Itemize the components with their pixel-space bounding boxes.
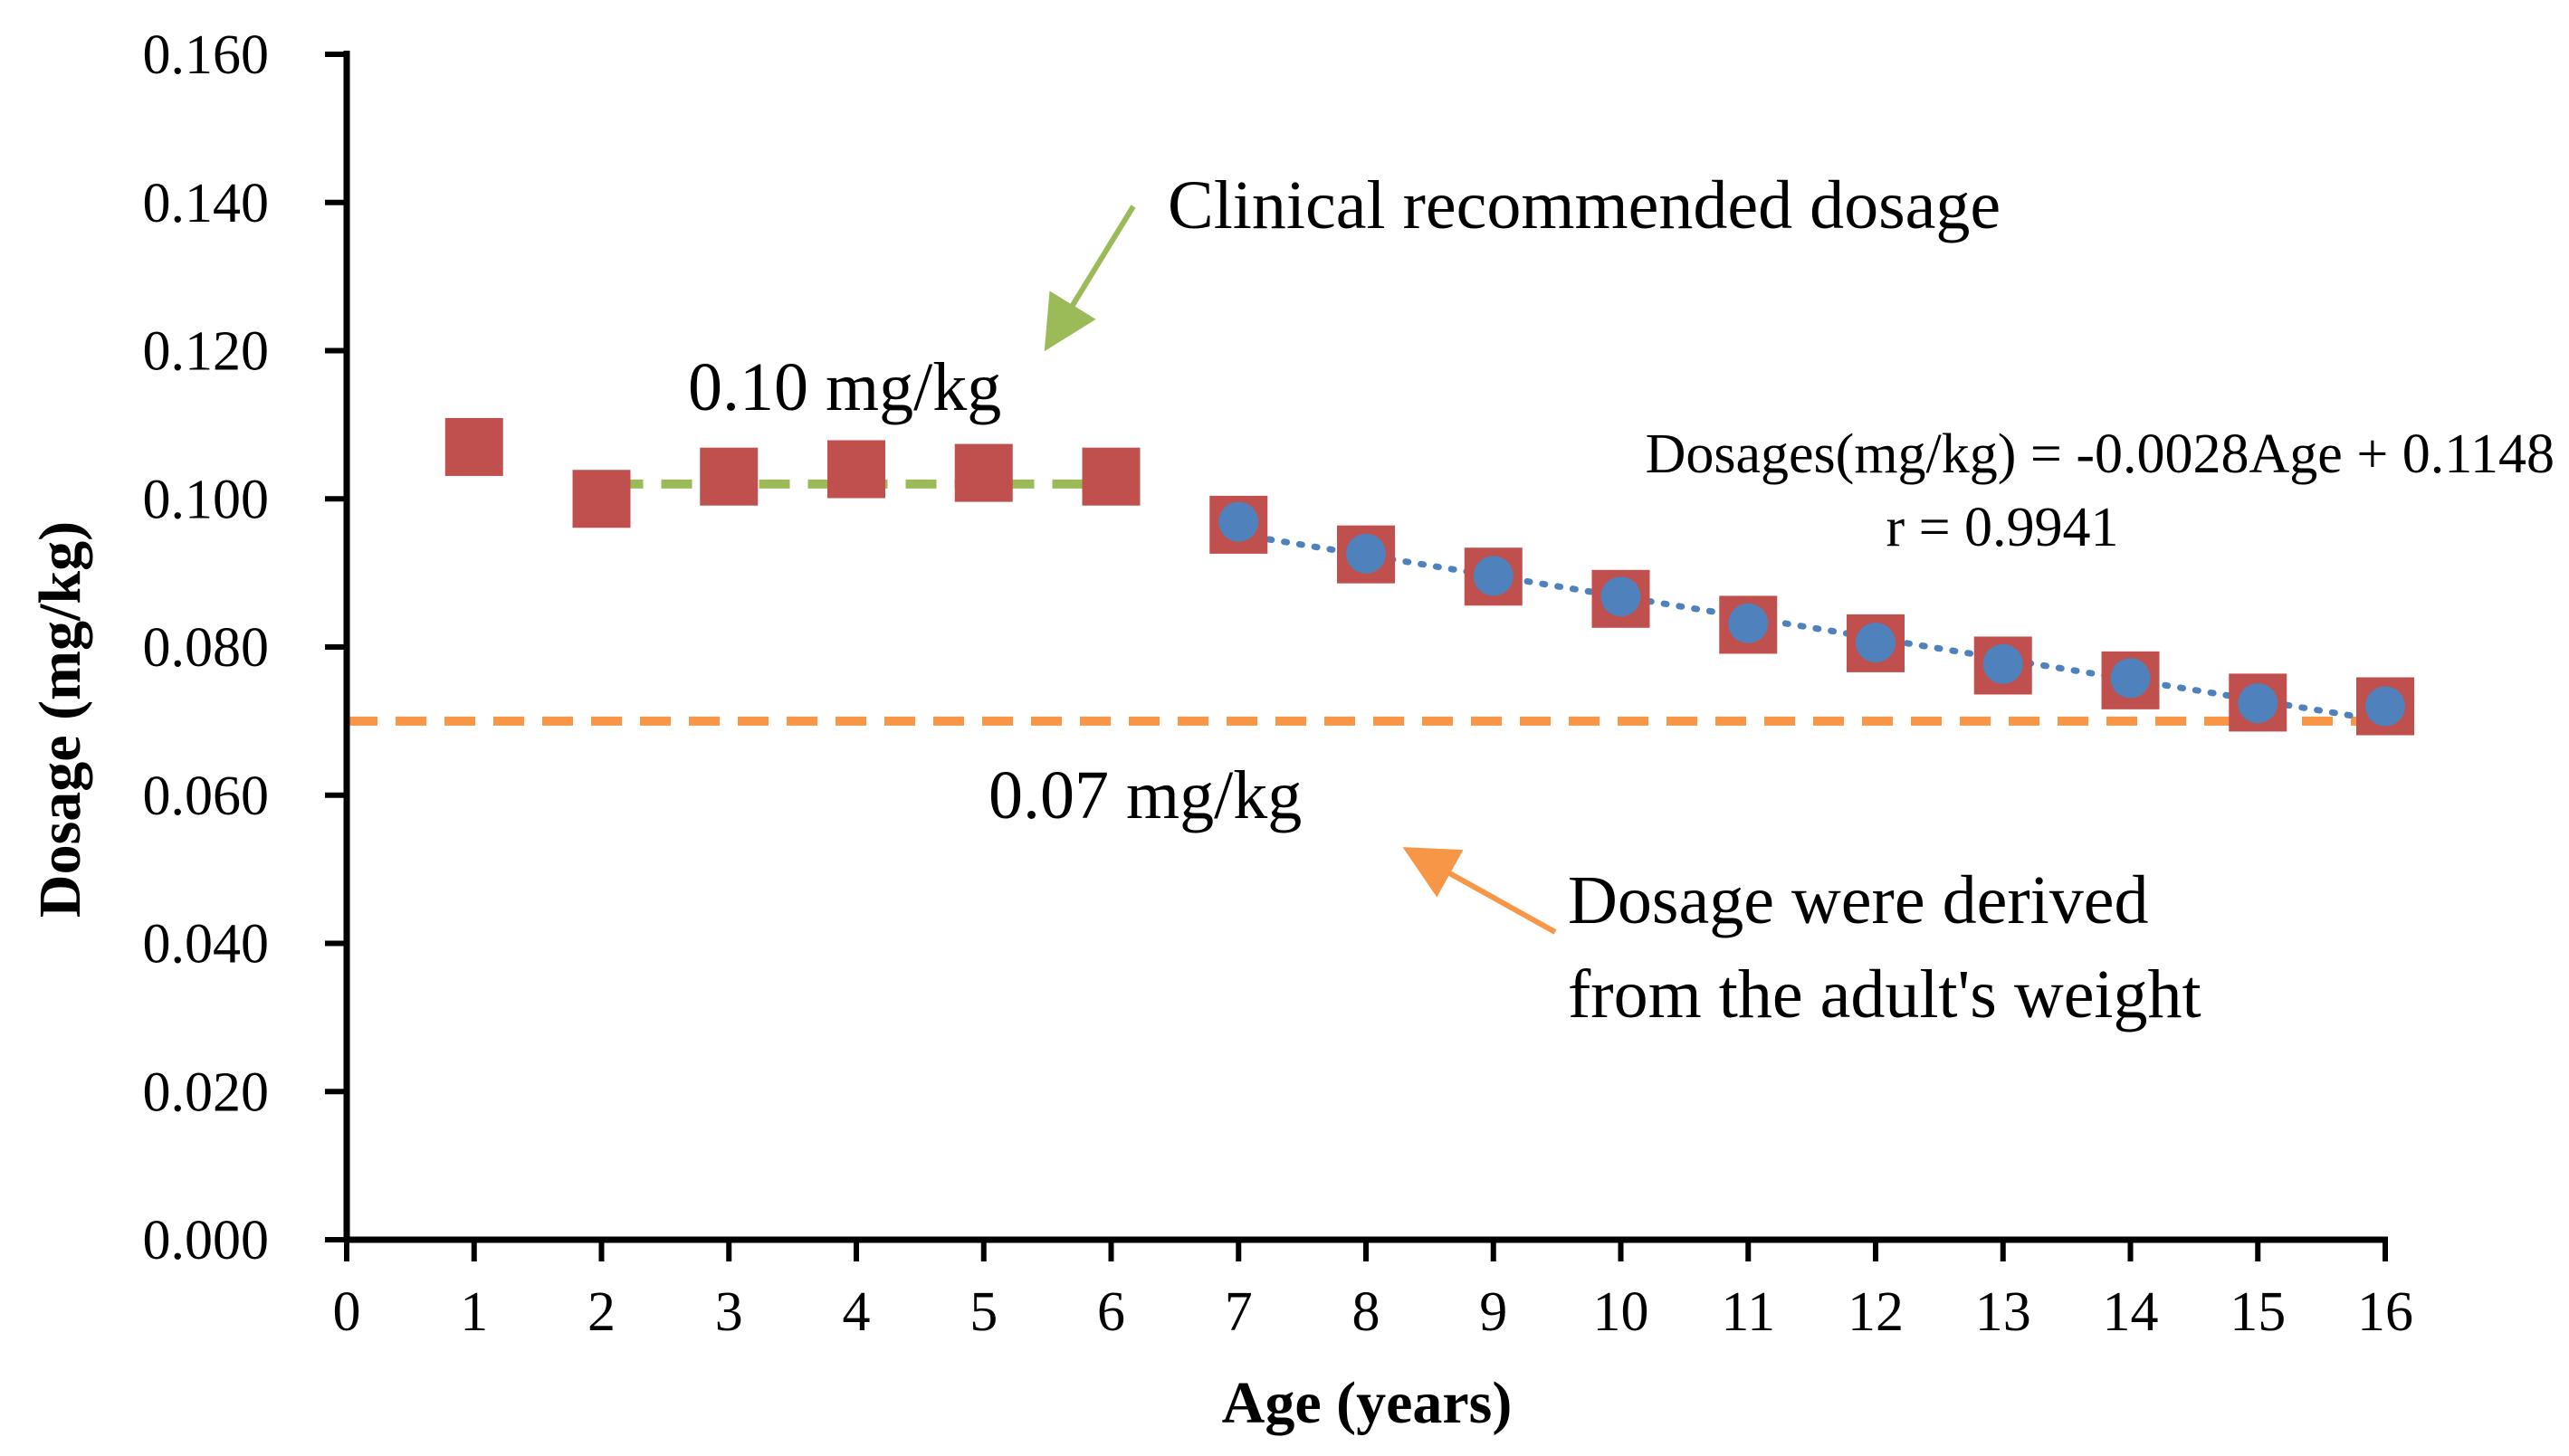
x-tick-label: 9: [1479, 1281, 1507, 1343]
x-tick-label: 5: [969, 1281, 998, 1343]
fitted-dosage-point: [1728, 603, 1769, 643]
x-tick-label: 1: [460, 1281, 488, 1343]
x-tick-label: 2: [587, 1281, 616, 1343]
dosage-point: [827, 440, 885, 499]
y-ticks: 0.000 0.020 0.040 0.060 0.080 0.100 0.120 0.140…: [143, 24, 347, 1271]
y-tick-label: 0.000: [143, 1210, 270, 1271]
y-tick-label: 0.160: [143, 24, 270, 86]
fitted-dosage-point: [1346, 533, 1386, 574]
x-tick-label: 15: [2230, 1281, 2286, 1343]
clinical-value-label: 0.10 mg/kg: [688, 349, 1001, 425]
fitted-dosage-point: [2110, 658, 2151, 699]
fitted-dosage-series: [1218, 501, 2405, 727]
x-tick-label: 13: [1975, 1281, 2031, 1343]
x-tick-label: 12: [1848, 1281, 1904, 1343]
fitted-dosage-point: [1856, 623, 1896, 663]
annotations: Clinical recommended dosage 0.10 mg/kg D…: [688, 167, 2555, 1033]
dosage-point: [444, 417, 503, 476]
clinical-arrow: [1044, 205, 1136, 352]
x-tick-label: 10: [1593, 1281, 1649, 1343]
fitted-dosage-point: [1600, 576, 1641, 617]
fitted-dosage-point: [2238, 683, 2278, 724]
x-tick-label: 8: [1352, 1281, 1380, 1343]
fitted-dosage-point: [1218, 501, 1259, 542]
x-tick-label: 6: [1097, 1281, 1125, 1343]
x-tick-label: 7: [1225, 1281, 1253, 1343]
fitted-dosage-point: [1473, 556, 1514, 596]
r-value-label: r = 0.9941: [1886, 497, 2118, 558]
adult-label-line2: from the adult's weight: [1568, 956, 2201, 1033]
y-tick-label: 0.060: [143, 766, 270, 827]
fitted-dosage-point: [1982, 643, 2023, 684]
y-tick-label: 0.040: [143, 914, 270, 975]
x-axis-title: Age (years): [1222, 1370, 1513, 1436]
dosage-point: [700, 447, 759, 506]
adult-arrow: [1402, 847, 1557, 935]
y-tick-label: 0.080: [143, 617, 270, 679]
y-tick-label: 0.140: [143, 173, 270, 234]
y-tick-label: 0.100: [143, 469, 270, 530]
y-axis-title: Dosage (mg/kg): [27, 521, 93, 918]
dosage-point: [572, 470, 631, 528]
fitted-dosage-point: [2365, 686, 2405, 727]
y-tick-label: 0.020: [143, 1061, 270, 1123]
x-tick-label: 11: [1721, 1281, 1775, 1343]
y-tick-label: 0.120: [143, 321, 270, 383]
x-tick-label: 16: [2357, 1281, 2413, 1343]
clinical-label: Clinical recommended dosage: [1168, 167, 2001, 243]
x-tick-label: 3: [715, 1281, 743, 1343]
x-tick-label: 14: [2103, 1281, 2159, 1343]
adult-label-line1: Dosage were derived: [1568, 862, 2148, 938]
trendline: [1235, 531, 2389, 725]
x-tick-label: 0: [333, 1281, 361, 1343]
x-ticks: 0 1 2 3 4 5 6 7 8 9 10 11 12 13 14 15 16: [333, 1240, 2413, 1343]
adult-value-label: 0.07 mg/kg: [988, 757, 1302, 833]
dosage-point: [954, 443, 1013, 502]
dosage-point: [1082, 447, 1141, 506]
equation-label: Dosages(mg/kg) = -0.0028Age + 0.1148: [1646, 423, 2555, 485]
x-tick-label: 4: [843, 1281, 871, 1343]
